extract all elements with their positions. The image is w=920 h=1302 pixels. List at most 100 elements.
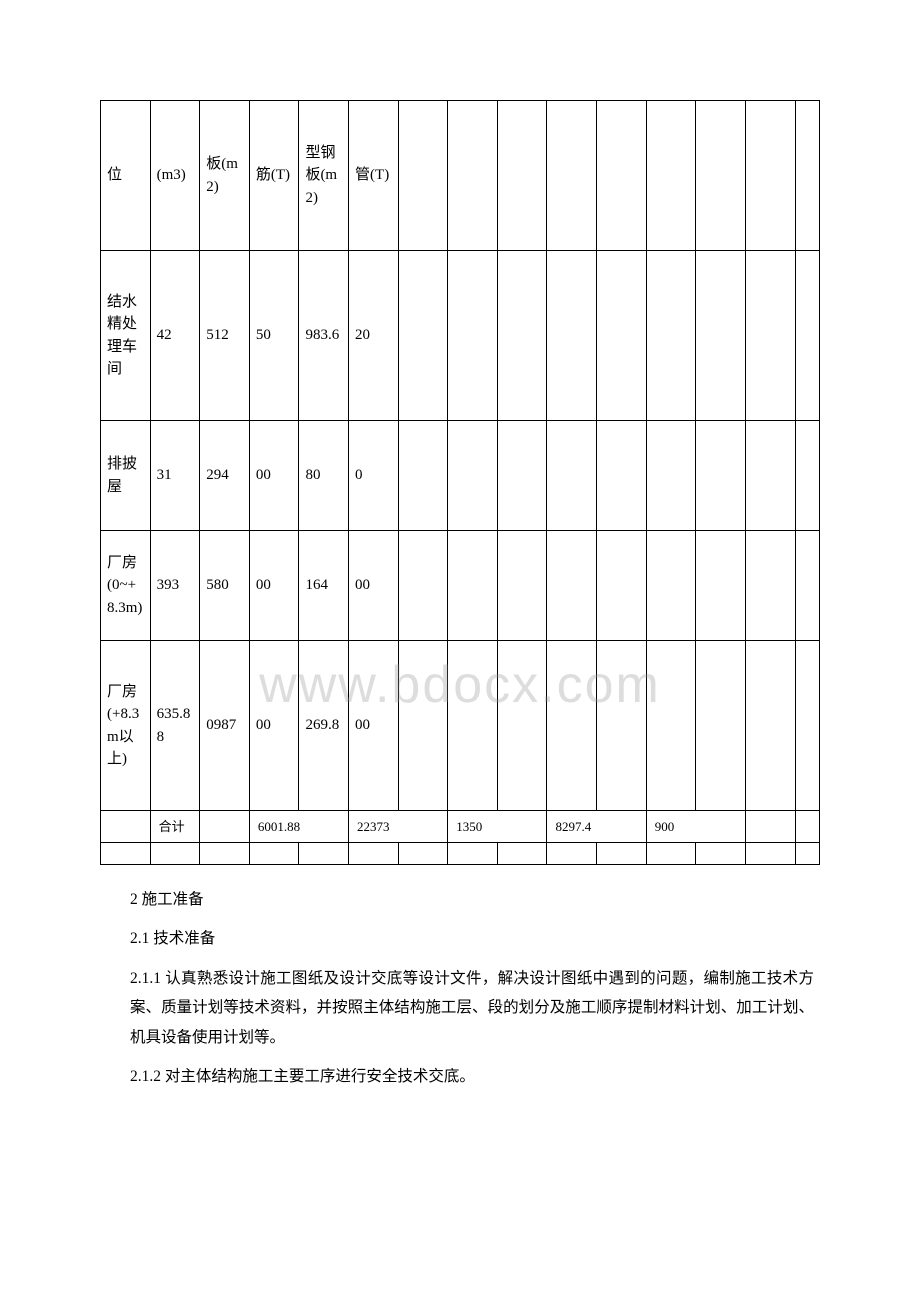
data-cell [398,251,448,421]
data-cell [448,531,498,641]
header-cell: (m3) [150,101,200,251]
data-cell [547,251,597,421]
summary-value: 22373 [349,811,448,843]
data-cell [448,421,498,531]
data-cell [745,531,795,641]
data-cell [597,531,647,641]
data-cell [497,421,547,531]
header-cell [497,101,547,251]
data-cell [745,251,795,421]
paragraph-section: 2 施工准备 2.1 技术准备 2.1.1 认真熟悉设计施工图纸及设计交底等设计… [100,885,820,1092]
empty-cell [795,843,819,865]
data-cell: 00 [249,641,299,811]
data-cell: 厂房(0~+8.3m) [101,531,151,641]
summary-cell [745,811,795,843]
summary-value: 900 [646,811,745,843]
summary-cell [101,811,151,843]
empty-cell [745,843,795,865]
table-summary-row: 合计 6001.88 22373 1350 8297.4 900 [101,811,820,843]
data-cell [597,641,647,811]
empty-cell [448,843,498,865]
data-cell [597,421,647,531]
empty-cell [547,843,597,865]
data-cell [497,641,547,811]
summary-label: 合计 [150,811,200,843]
data-cell: 42 [150,251,200,421]
summary-value: 8297.4 [547,811,646,843]
empty-cell [299,843,349,865]
table-header-row: 位 (m3) 板(m2) 筋(T) 型钢板(m2) 管(T) [101,101,820,251]
data-cell [547,531,597,641]
data-cell [597,251,647,421]
empty-cell [200,843,250,865]
data-cell [646,421,696,531]
data-cell [745,641,795,811]
paragraph-text: 2 施工准备 [130,885,814,914]
data-cell [696,531,746,641]
header-cell: 筋(T) [249,101,299,251]
data-cell: 00 [249,531,299,641]
data-cell [398,531,448,641]
data-cell [696,421,746,531]
header-cell [448,101,498,251]
summary-value: 6001.88 [249,811,348,843]
data-cell: 580 [200,531,250,641]
data-cell [696,251,746,421]
data-cell: 00 [349,531,399,641]
data-cell [745,421,795,531]
empty-cell [646,843,696,865]
summary-cell [200,811,250,843]
data-cell [398,421,448,531]
data-cell: 排披屋 [101,421,151,531]
summary-cell [795,811,819,843]
data-cell: 512 [200,251,250,421]
empty-cell [101,843,151,865]
data-cell: 厂房(+8.3m以上) [101,641,151,811]
data-cell: 50 [249,251,299,421]
header-cell [646,101,696,251]
table-row: 结水精处理车间 42 512 50 983.6 20 [101,251,820,421]
data-cell: 164 [299,531,349,641]
header-cell: 管(T) [349,101,399,251]
empty-cell [497,843,547,865]
data-cell [646,251,696,421]
data-cell: 20 [349,251,399,421]
empty-cell [597,843,647,865]
paragraph-text: 2.1.1 认真熟悉设计施工图纸及设计交底等设计文件，解决设计图纸中遇到的问题，… [130,964,814,1052]
empty-cell [249,843,299,865]
data-cell: 294 [200,421,250,531]
paragraph-text: 2.1 技术准备 [130,924,814,953]
data-cell [448,641,498,811]
data-cell: 0987 [200,641,250,811]
data-cell: 结水精处理车间 [101,251,151,421]
data-cell [795,531,819,641]
empty-cell [398,843,448,865]
paragraph-text: 2.1.2 对主体结构施工主要工序进行安全技术交底。 [130,1062,814,1091]
data-cell: 00 [249,421,299,531]
data-cell: 635.88 [150,641,200,811]
data-cell: 393 [150,531,200,641]
header-cell: 板(m2) [200,101,250,251]
data-cell [795,251,819,421]
header-cell [745,101,795,251]
data-cell: 00 [349,641,399,811]
data-cell: 0 [349,421,399,531]
data-cell [497,251,547,421]
data-cell [795,641,819,811]
empty-cell [696,843,746,865]
data-cell: 31 [150,421,200,531]
header-cell [795,101,819,251]
data-cell: 80 [299,421,349,531]
summary-value: 1350 [448,811,547,843]
empty-cell [349,843,399,865]
data-cell [497,531,547,641]
data-cell [646,531,696,641]
data-table: 位 (m3) 板(m2) 筋(T) 型钢板(m2) 管(T) 结水精处理车间 4… [100,100,820,865]
table-row: 厂房(0~+8.3m) 393 580 00 164 00 [101,531,820,641]
data-cell [646,641,696,811]
table-empty-row [101,843,820,865]
header-cell: 型钢板(m2) [299,101,349,251]
header-cell [597,101,647,251]
header-cell [547,101,597,251]
table-row: 厂房(+8.3m以上) 635.88 0987 00 269.8 00 [101,641,820,811]
